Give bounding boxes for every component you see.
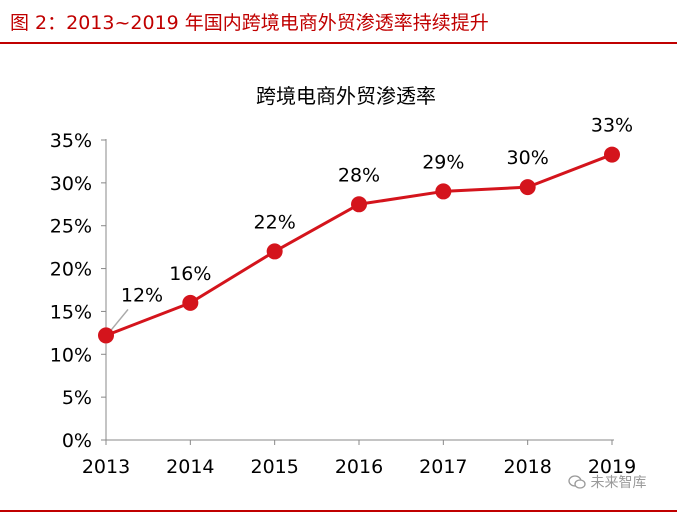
data-point [604, 146, 620, 163]
y-tick-label: 10% [50, 344, 92, 366]
y-tick-label: 0% [62, 430, 92, 452]
data-point [351, 196, 367, 213]
x-tick-label: 2019 [588, 456, 636, 478]
y-tick-label: 35% [50, 130, 92, 152]
data-label: 30% [507, 147, 549, 169]
data-point [435, 183, 452, 200]
x-tick-label: 2014 [166, 456, 214, 478]
data-label: 16% [169, 263, 211, 285]
y-tick-label: 5% [62, 387, 92, 409]
data-label: 28% [338, 164, 380, 186]
data-point [519, 179, 536, 196]
y-tick-label: 20% [50, 259, 92, 281]
y-tick-label: 25% [50, 216, 92, 238]
x-tick-label: 2015 [250, 456, 298, 478]
x-tick-label: 2018 [503, 456, 551, 478]
data-label: 22% [254, 211, 296, 233]
x-tick-label: 2017 [419, 456, 467, 478]
data-point [98, 327, 114, 344]
figure-title: 图 2：2013~2019 年国内跨境电商外贸渗透率持续提升 [10, 12, 489, 34]
wechat-icon [568, 475, 586, 489]
data-point [182, 294, 199, 311]
data-label: 12% [121, 284, 163, 306]
y-tick-label: 30% [50, 173, 92, 195]
data-point [266, 243, 283, 260]
data-label: 33% [591, 115, 633, 137]
bottom-divider [0, 510, 677, 512]
x-tick-label: 2013 [82, 456, 130, 478]
data-label-leader [109, 308, 129, 332]
chart-title: 跨境电商外贸渗透率 [256, 84, 436, 108]
figure-header: 图 2：2013~2019 年国内跨境电商外贸渗透率持续提升 [0, 0, 677, 44]
watermark: 未来智库 [568, 472, 646, 492]
data-label: 29% [422, 151, 464, 173]
y-tick-label: 15% [50, 301, 92, 323]
watermark-text: 未来智库 [590, 475, 647, 491]
x-tick-label: 2016 [335, 456, 383, 478]
